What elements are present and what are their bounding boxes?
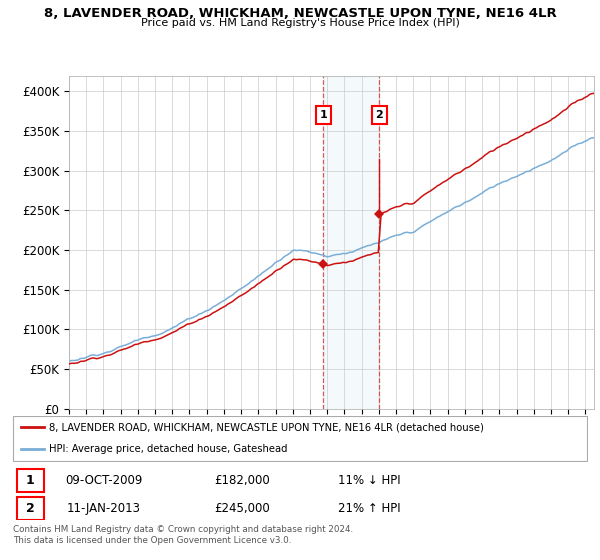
Text: 11% ↓ HPI: 11% ↓ HPI — [338, 474, 400, 487]
Text: 11-JAN-2013: 11-JAN-2013 — [67, 502, 141, 515]
Text: 8, LAVENDER ROAD, WHICKHAM, NEWCASTLE UPON TYNE, NE16 4LR (detached house): 8, LAVENDER ROAD, WHICKHAM, NEWCASTLE UP… — [49, 422, 484, 432]
Text: 1: 1 — [26, 474, 35, 487]
Text: 8, LAVENDER ROAD, WHICKHAM, NEWCASTLE UPON TYNE, NE16 4LR: 8, LAVENDER ROAD, WHICKHAM, NEWCASTLE UP… — [44, 7, 556, 20]
Text: 2: 2 — [376, 110, 383, 120]
Text: 2: 2 — [26, 502, 35, 515]
Text: £182,000: £182,000 — [215, 474, 270, 487]
Text: 1: 1 — [320, 110, 327, 120]
Bar — [323, 76, 379, 409]
Text: Contains HM Land Registry data © Crown copyright and database right 2024.
This d: Contains HM Land Registry data © Crown c… — [13, 525, 353, 545]
Text: 21% ↑ HPI: 21% ↑ HPI — [338, 502, 400, 515]
FancyBboxPatch shape — [17, 469, 44, 492]
Text: Price paid vs. HM Land Registry's House Price Index (HPI): Price paid vs. HM Land Registry's House … — [140, 18, 460, 28]
Text: 09-OCT-2009: 09-OCT-2009 — [65, 474, 143, 487]
Text: £245,000: £245,000 — [215, 502, 270, 515]
Text: HPI: Average price, detached house, Gateshead: HPI: Average price, detached house, Gate… — [49, 444, 288, 454]
FancyBboxPatch shape — [17, 497, 44, 520]
FancyBboxPatch shape — [13, 417, 587, 461]
